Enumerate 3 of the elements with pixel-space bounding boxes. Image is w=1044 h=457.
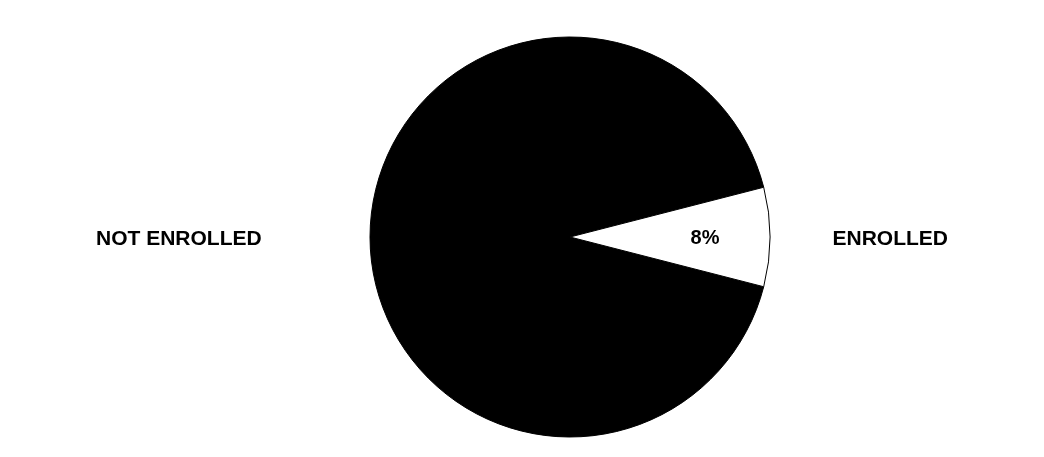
data-label: 8% xyxy=(690,226,720,248)
slice-label: NOT ENROLLED xyxy=(96,225,262,249)
slice-label: ENROLLED xyxy=(832,225,948,249)
